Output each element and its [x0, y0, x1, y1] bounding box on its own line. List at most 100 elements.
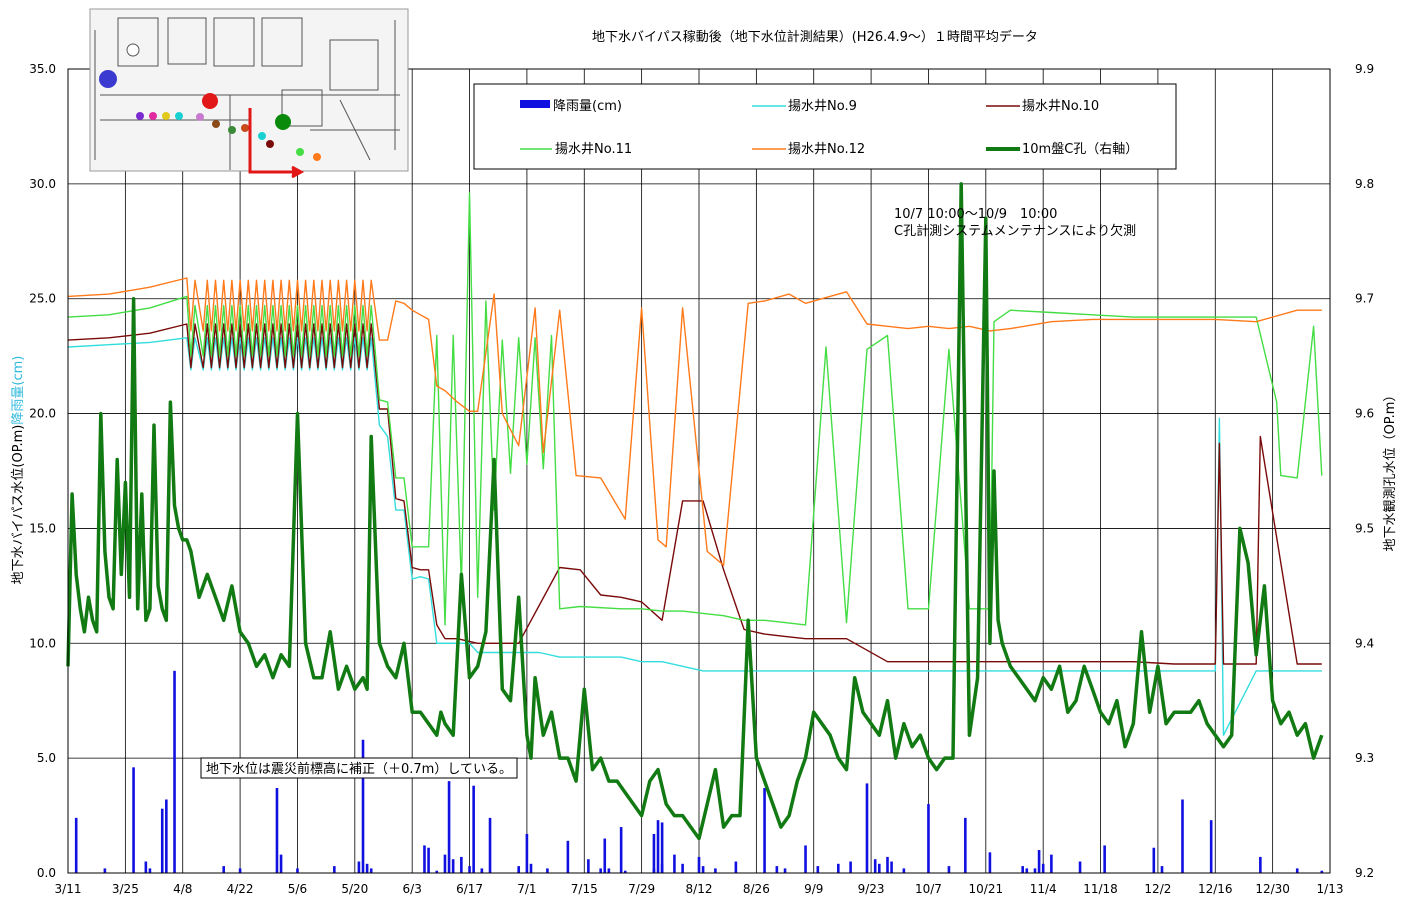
rain-bar — [783, 868, 787, 873]
rain-bar — [804, 845, 807, 873]
rain-bar — [652, 833, 656, 873]
rain-bar — [472, 785, 475, 873]
y-tick-label-left: 25.0 — [29, 292, 56, 306]
x-tick-label: 4/8 — [173, 882, 192, 896]
rain-bar — [681, 863, 684, 873]
y-tick-label-right: 9.7 — [1355, 292, 1374, 306]
x-tick-label: 8/12 — [686, 882, 713, 896]
x-tick-label: 9/23 — [858, 882, 885, 896]
legend-label-no12: 揚水井No.12 — [788, 141, 865, 157]
x-tick-label: 10/21 — [969, 882, 1004, 896]
rain-bar — [1033, 868, 1037, 873]
x-tick-label: 5/20 — [341, 882, 368, 896]
rain-bar — [1295, 868, 1299, 873]
rain-bar — [623, 870, 627, 873]
chart-title: 地下水バイパス稼動後（地下水位計測結果）(H26.4.9～）１時間平均データ — [592, 29, 1038, 45]
rain-bar — [1025, 868, 1029, 873]
axes: 0.0 5.0 10.0 15.0 20.0 25.0 30.0 35.0 9.2 9.3 9.4 9… — [29, 62, 1374, 896]
maintenance-annotation: 10/7 10:00～10/9 10:00 C孔計測システムメンテナンスにより欠… — [894, 207, 1136, 239]
rain-bar — [673, 854, 676, 873]
y-tick-label-right: 9.6 — [1355, 407, 1374, 421]
series-line-4 — [66, 182, 1324, 841]
y-tick-label-left: 0.0 — [37, 866, 56, 880]
legend-label-no9: 揚水井No.9 — [788, 98, 857, 114]
rain-bar — [365, 863, 369, 873]
rain-bar — [480, 868, 484, 873]
y-tick-label-left: 5.0 — [37, 751, 56, 765]
y-tick-label-right: 9.2 — [1355, 866, 1374, 880]
rain-bar — [697, 856, 701, 873]
rain-bar — [222, 866, 226, 873]
rain-bar — [488, 817, 492, 873]
y-tick-label-left: 35.0 — [29, 62, 56, 76]
rain-bar — [296, 868, 299, 873]
rain-bar — [451, 859, 455, 873]
rain-bar — [816, 866, 820, 873]
rain-bar — [517, 866, 521, 873]
rain-bar — [849, 861, 852, 873]
rain-bar — [525, 833, 529, 873]
map-markers — [99, 70, 321, 161]
rain-bar — [587, 859, 590, 873]
rain-bar — [886, 856, 889, 873]
x-tick-label: 7/1 — [517, 882, 536, 896]
legend-label-c-hole: 10m盤C孔（右軸） — [1022, 142, 1138, 157]
x-tick-label: 12/2 — [1144, 882, 1171, 896]
rain-bar — [74, 817, 78, 873]
rain-bar — [1037, 850, 1041, 873]
correction-note: 地下水位は震災前標高に補正（＋0.7m）している。 — [200, 757, 518, 779]
rain-bar — [599, 868, 602, 873]
y-tick-label-right: 9.8 — [1355, 177, 1374, 191]
rain-bar — [529, 863, 533, 873]
rain-bar — [656, 820, 660, 873]
rain-bar — [173, 670, 176, 873]
y-tick-label-left: 30.0 — [29, 177, 56, 191]
x-tick-label: 9/9 — [804, 882, 823, 896]
rain-bar — [435, 870, 439, 873]
line-series-group — [66, 182, 1324, 841]
rain-bar — [1050, 854, 1053, 873]
rain-bar — [566, 840, 570, 873]
rain-bar — [1181, 799, 1184, 873]
legend: 降雨量(cm) 揚水井No.9 揚水井No.10 揚水井No.11 揚水井No.… — [473, 83, 1177, 170]
legend-swatch-rain — [520, 100, 550, 108]
x-tick-label: 11/18 — [1083, 882, 1118, 896]
rain-bar — [1152, 847, 1156, 873]
rain-bar — [890, 861, 893, 873]
rain-bar — [763, 788, 766, 873]
rain-bar — [1320, 870, 1324, 873]
rain-bar — [837, 863, 840, 873]
x-tick-label: 7/15 — [571, 882, 598, 896]
legend-label-no11: 揚水井No.11 — [555, 141, 632, 157]
rain-bar — [369, 868, 373, 873]
series-line-2 — [67, 192, 1323, 626]
correction-note-text: 地下水位は震災前標高に補正（＋0.7m）している。 — [206, 761, 512, 777]
rain-bar — [460, 856, 463, 873]
rain-bar — [160, 808, 164, 873]
y-tick-label-right: 9.4 — [1355, 636, 1374, 650]
map-arrow — [248, 108, 305, 179]
x-tick-label: 6/3 — [403, 882, 422, 896]
series-line-0 — [67, 337, 1322, 736]
rain-bar — [443, 854, 447, 873]
rain-bar — [877, 863, 881, 873]
rain-bar — [873, 859, 877, 873]
left-axis-label: 地下水バイパス水位(OP.m)降雨量(cm) — [11, 356, 26, 585]
rain-bar — [775, 866, 779, 873]
grid — [67, 68, 1331, 874]
rain-bar — [660, 822, 664, 873]
y-tick-label-left: 15.0 — [29, 521, 56, 535]
y-tick-label-right: 9.9 — [1355, 62, 1374, 76]
left-axis-label-rain: 降雨量(cm) — [11, 356, 26, 425]
y-tick-label-left: 10.0 — [29, 636, 56, 650]
rain-bar — [1160, 866, 1164, 873]
right-axis-label: 地下水観測孔水位（OP.m） — [1383, 389, 1398, 552]
rain-bar — [1259, 856, 1262, 873]
rain-bar — [619, 827, 623, 873]
rain-bar — [1041, 863, 1045, 873]
x-tick-label: 3/11 — [55, 882, 82, 896]
rain-bar — [1078, 861, 1082, 873]
rain-bar — [1021, 866, 1024, 873]
series-line-1 — [67, 323, 1322, 665]
